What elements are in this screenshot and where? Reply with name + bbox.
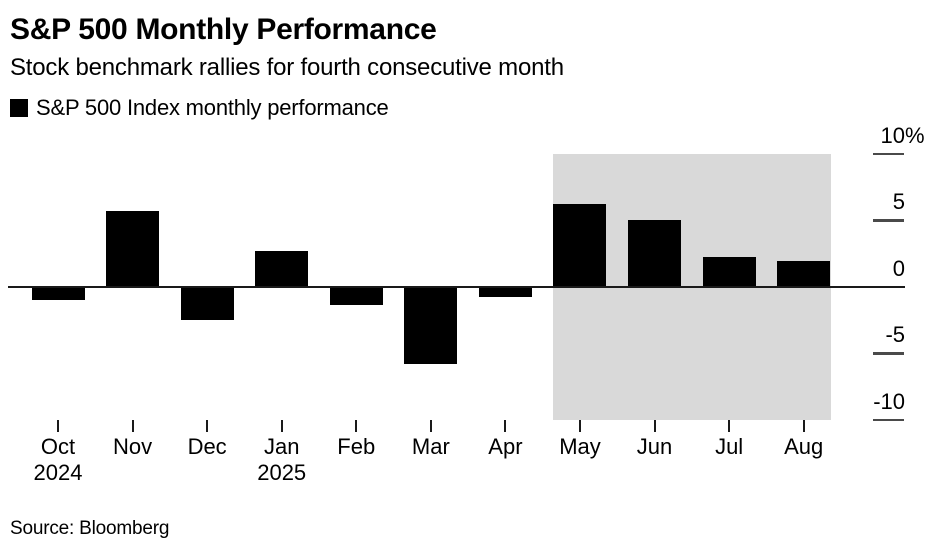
chart-title: S&P 500 Monthly Performance bbox=[10, 13, 437, 46]
y-axis-tick bbox=[873, 418, 904, 421]
x-axis-tick bbox=[429, 420, 432, 432]
year-label-2024: 2024 bbox=[33, 460, 83, 485]
x-axis-tick bbox=[280, 420, 283, 432]
y-axis-tick bbox=[873, 152, 904, 155]
y-axis-label: 5 bbox=[892, 189, 905, 214]
x-axis-label-nov: Nov bbox=[113, 434, 153, 459]
y-axis-label: -5 bbox=[885, 322, 905, 347]
x-axis-tick bbox=[504, 420, 507, 432]
y-axis-tick bbox=[873, 352, 904, 355]
bar-dec bbox=[180, 286, 234, 320]
y-axis-label: 10% bbox=[880, 122, 925, 148]
legend-swatch-icon bbox=[10, 99, 28, 117]
x-axis-tick bbox=[578, 420, 581, 432]
x-axis-label-dec: Dec bbox=[187, 434, 227, 459]
zero-line bbox=[8, 285, 905, 288]
x-axis-label-jan: Jan bbox=[263, 434, 300, 459]
bar-apr bbox=[478, 286, 532, 298]
x-axis-label-feb: Feb bbox=[337, 434, 376, 459]
source-note: Source: Bloomberg bbox=[10, 518, 170, 539]
chart-subtitle: Stock benchmark rallies for fourth conse… bbox=[10, 54, 564, 81]
bar-nov bbox=[106, 210, 160, 287]
x-axis-label-oct: Oct bbox=[40, 434, 76, 459]
bar-jul bbox=[702, 257, 756, 287]
x-axis-tick bbox=[57, 420, 59, 432]
x-axis-label-jul: Jul bbox=[715, 434, 744, 459]
bar-jun bbox=[628, 220, 682, 287]
x-axis-label-may: May bbox=[559, 434, 601, 459]
x-axis-tick bbox=[131, 420, 134, 432]
legend: S&P 500 Index monthly performance bbox=[10, 97, 389, 119]
x-axis-tick bbox=[728, 420, 731, 432]
y-axis-tick bbox=[873, 219, 904, 222]
bar-aug bbox=[777, 261, 831, 287]
y-axis-label: -10 bbox=[873, 388, 905, 414]
bar-mar bbox=[404, 286, 458, 364]
x-axis-label-jun: Jun bbox=[636, 434, 673, 459]
x-axis-tick bbox=[355, 420, 358, 432]
bar-may bbox=[553, 204, 607, 287]
x-axis-label-mar: Mar bbox=[411, 434, 450, 459]
y-axis-unit: % bbox=[905, 122, 925, 148]
legend-label: S&P 500 Index monthly performance bbox=[36, 95, 389, 120]
x-axis-tick bbox=[653, 420, 656, 432]
x-axis-label-apr: Apr bbox=[488, 434, 523, 459]
x-axis-label-aug: Aug bbox=[784, 434, 824, 459]
bar-jan bbox=[255, 250, 309, 287]
x-axis-tick bbox=[802, 420, 805, 432]
x-axis-tick bbox=[206, 420, 209, 432]
bar-oct bbox=[31, 286, 85, 300]
y-axis-label: 0 bbox=[892, 255, 905, 281]
bar-feb bbox=[329, 286, 383, 306]
year-label-2025: 2025 bbox=[257, 460, 307, 485]
